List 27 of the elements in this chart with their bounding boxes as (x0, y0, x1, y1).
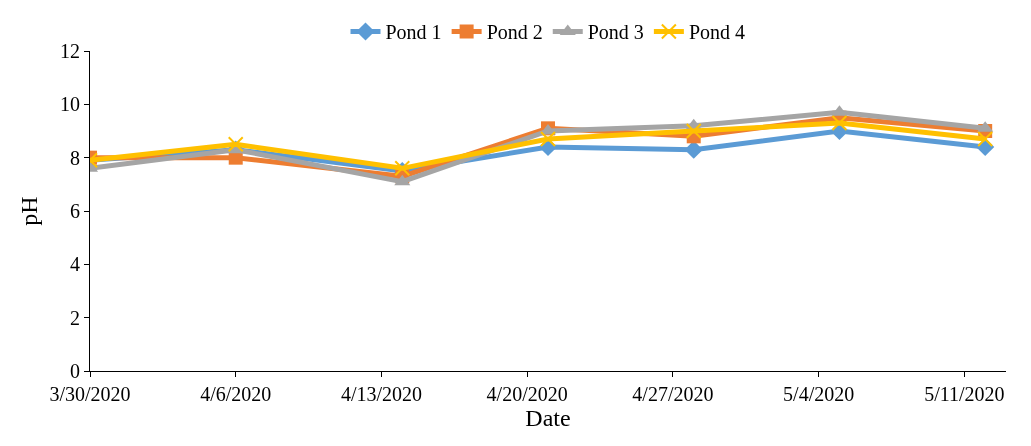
y-tick-label: 2 (70, 306, 80, 329)
x-tick-label: 4/6/2020 (200, 383, 272, 405)
y-axis-title: pH (16, 196, 43, 226)
y-tick-label: 6 (70, 200, 80, 222)
x-tick-label: 3/30/2020 (49, 383, 131, 405)
legend-label: Pond 2 (486, 21, 543, 44)
point (394, 160, 411, 177)
legend-label: Pond 3 (587, 21, 644, 44)
x-tick-label: 5/11/2020 (924, 383, 1005, 405)
x-tick-label: 4/20/2020 (486, 383, 568, 405)
legend-label: Pond 4 (688, 21, 745, 44)
legend-label: Pond 1 (385, 21, 442, 44)
x-tick-label: 5/4/2020 (783, 383, 855, 405)
x-tick-label: 4/13/2020 (340, 383, 423, 405)
x-tick-label: 4/27/2020 (632, 383, 714, 405)
point (227, 136, 244, 153)
point (977, 131, 994, 147)
y-tick-label: 12 (60, 40, 80, 62)
y-tick-label: 10 (60, 93, 80, 116)
y-tick-label: 0 (70, 360, 80, 382)
y-tick-label: 4 (70, 253, 80, 276)
x-axis-title: Date (525, 405, 571, 432)
point (394, 174, 411, 186)
y-tick-label: 8 (70, 146, 80, 169)
point (685, 123, 702, 139)
point (540, 131, 556, 147)
point (831, 115, 848, 131)
